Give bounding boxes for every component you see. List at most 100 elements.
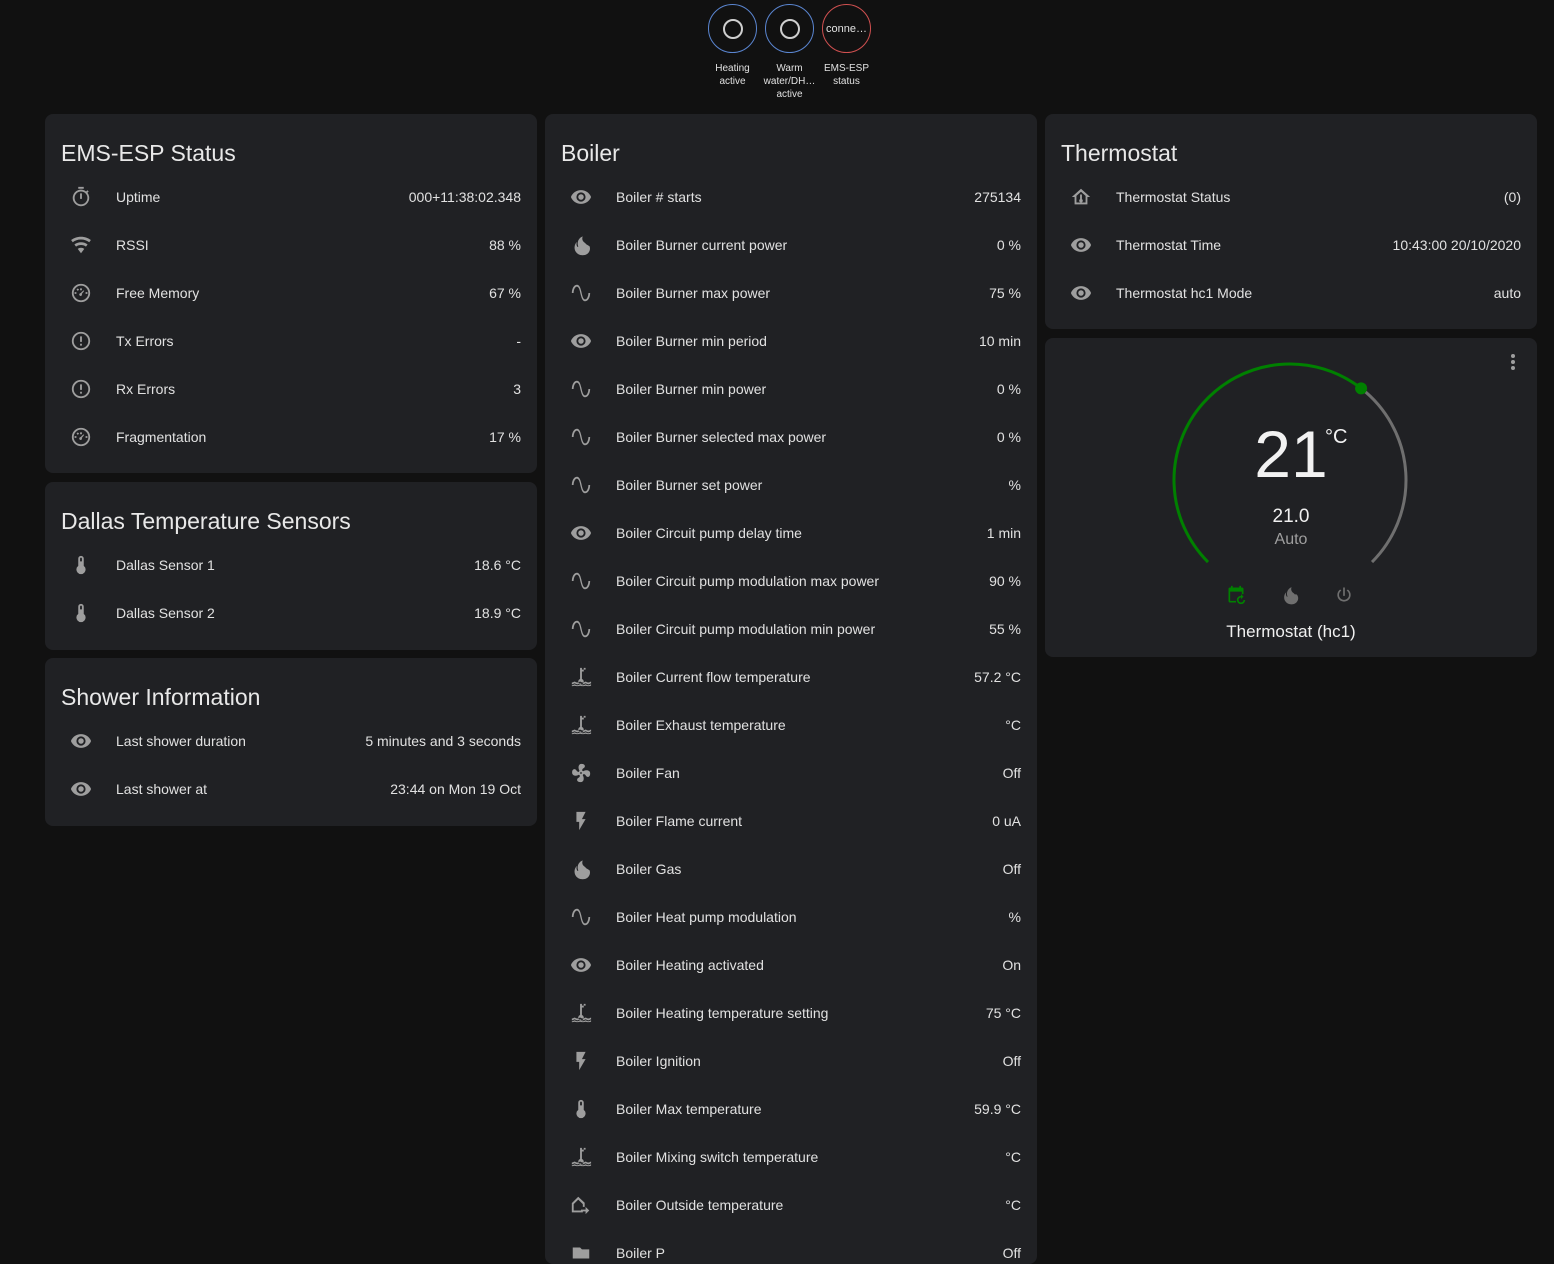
- entity-name: Free Memory: [116, 285, 200, 301]
- entity-row[interactable]: Boiler Burner max power 75 %: [545, 269, 1037, 317]
- sine-icon: [569, 569, 593, 593]
- entity-row[interactable]: Boiler Burner selected max power 0 %: [545, 413, 1037, 461]
- entity-row[interactable]: Boiler Circuit pump modulation min power…: [545, 605, 1037, 653]
- entity-row[interactable]: Thermostat hc1 Mode auto: [1045, 269, 1537, 317]
- calendar-sync-icon[interactable]: [1226, 585, 1246, 605]
- water-thermometer-icon: [569, 665, 593, 689]
- badge-label: Warm water/DH… active: [763, 63, 816, 100]
- eye-icon: [69, 777, 93, 801]
- entity-name: Boiler # starts: [616, 189, 702, 205]
- entity-row[interactable]: Boiler Burner current power 0 %: [545, 221, 1037, 269]
- sine-icon: [569, 473, 593, 497]
- badge-bar: Heating active Warm water/DH… active con…: [708, 4, 871, 101]
- entity-value: 0 %: [996, 237, 1021, 253]
- home-outside-icon: [569, 1193, 593, 1217]
- fire-icon: [569, 857, 593, 881]
- fire-icon: [569, 233, 593, 257]
- entity-value: 88 %: [489, 237, 521, 253]
- entity-row[interactable]: RSSI 88 %: [45, 221, 537, 269]
- entity-row[interactable]: Rx Errors 3: [45, 365, 537, 413]
- entity-name: Boiler Mixing switch temperature: [616, 1149, 819, 1165]
- entity-row[interactable]: Boiler Max temperature 59.9 °C: [545, 1085, 1037, 1133]
- entity-value: 23:44 on Mon 19 Oct: [390, 781, 521, 797]
- entity-row[interactable]: Boiler Outside temperature °C: [545, 1181, 1037, 1229]
- card-title: Boiler: [561, 140, 620, 166]
- entity-name: Boiler Heating activated: [616, 957, 764, 973]
- entity-row[interactable]: Boiler Exhaust temperature °C: [545, 701, 1037, 749]
- entity-value: On: [1002, 957, 1021, 973]
- thermostat-name: Thermostat (hc1): [1226, 622, 1356, 641]
- eye-icon: [569, 953, 593, 977]
- entity-row[interactable]: Boiler Circuit pump delay time 1 min: [545, 509, 1037, 557]
- sine-icon: [569, 425, 593, 449]
- entity-value: 275134: [974, 189, 1021, 205]
- entity-row[interactable]: Free Memory 67 %: [45, 269, 537, 317]
- temperature-dial[interactable]: [1045, 338, 1537, 657]
- entity-name: Boiler Heat pump modulation: [616, 909, 797, 925]
- entity-row[interactable]: Boiler Heat pump modulation%: [545, 893, 1037, 941]
- fire-icon[interactable]: [1280, 585, 1300, 605]
- entity-name: Boiler Fan: [616, 765, 680, 781]
- more-options-icon[interactable]: [1511, 354, 1517, 372]
- entity-row[interactable]: Boiler Current flow temperature 57.2 °C: [545, 653, 1037, 701]
- entity-row[interactable]: Last shower at 23:44 on Mon 19 Oct: [45, 765, 537, 813]
- entity-row[interactable]: Last shower duration 5 minutes and 3 seco…: [45, 717, 537, 765]
- entity-value: 57.2 °C: [974, 669, 1021, 685]
- entity-name: Boiler Burner set power: [616, 477, 763, 493]
- ems-esp-status-card: EMS-ESP Status Uptime 000+11:38:02.348 RSSI…: [45, 114, 537, 473]
- entity-row[interactable]: Boiler Burner set power%: [545, 461, 1037, 509]
- entity-row[interactable]: Thermostat Time 10:43:00 20/10/2020: [1045, 221, 1537, 269]
- entity-row[interactable]: Boiler Ignition Off: [545, 1037, 1037, 1085]
- entity-row[interactable]: Boiler P Off: [545, 1229, 1037, 1264]
- sine-icon: [569, 377, 593, 401]
- entity-row[interactable]: Boiler Heating temperature setting 75 °C: [545, 989, 1037, 1037]
- entity-name: Boiler Burner min period: [616, 333, 767, 349]
- mode-buttons: [1226, 585, 1354, 605]
- dallas-sensors-card: Dallas Temperature Sensors Dallas Sensor …: [45, 482, 537, 650]
- entity-row[interactable]: Boiler Burner min power 0 %: [545, 365, 1037, 413]
- entity-name: Dallas Sensor 1: [116, 557, 215, 573]
- power-icon[interactable]: [1334, 585, 1354, 605]
- setpoint-handle[interactable]: [1355, 382, 1368, 395]
- entity-row[interactable]: Boiler Flame current 0 uA: [545, 797, 1037, 845]
- entity-value: 59.9 °C: [974, 1101, 1021, 1117]
- entity-row[interactable]: Fragmentation 17 %: [45, 413, 537, 461]
- entity-row[interactable]: Boiler Circuit pump modulation max power…: [545, 557, 1037, 605]
- card-title: EMS-ESP Status: [61, 140, 236, 166]
- entity-name: Thermostat Time: [1116, 237, 1222, 253]
- entity-row[interactable]: Thermostat Status (0): [1045, 173, 1537, 221]
- entity-row[interactable]: Boiler Mixing switch temperature °C: [545, 1133, 1037, 1181]
- gauge-icon: [69, 425, 93, 449]
- entity-row[interactable]: Dallas Sensor 1 18.6 °C: [45, 541, 537, 589]
- entity-name: Boiler Circuit pump modulation max power: [616, 573, 879, 589]
- hvac-mode: Auto: [1274, 531, 1308, 548]
- thermometer-icon: [69, 553, 93, 577]
- entity-name: Boiler Outside temperature: [616, 1197, 784, 1213]
- entity-value: 90 %: [989, 573, 1021, 589]
- entity-row[interactable]: Boiler Gas Off: [545, 845, 1037, 893]
- water-thermometer-icon: [569, 713, 593, 737]
- badge-label: EMS-ESP status: [823, 63, 869, 87]
- badge-label: Heating active: [715, 63, 750, 87]
- eye-icon: [69, 729, 93, 753]
- entity-row[interactable]: Boiler Burner min period 10 min: [545, 317, 1037, 365]
- badge-circle: [708, 4, 757, 53]
- entity-name: Boiler Circuit pump delay time: [616, 525, 802, 541]
- entity-name: Dallas Sensor 2: [116, 605, 215, 621]
- water-thermometer-icon: [569, 1001, 593, 1025]
- thermostat-card: Thermostat Thermostat Status (0) Thermostat…: [1045, 114, 1537, 329]
- entity-name: Boiler Burner max power: [616, 285, 771, 301]
- badge-ems-esp-status[interactable]: conne… EMS-ESP status: [822, 4, 871, 101]
- entity-name: Thermostat Status: [1116, 189, 1231, 205]
- entity-name: Boiler Max temperature: [616, 1101, 762, 1117]
- badge-warm-water-active[interactable]: Warm water/DH… active: [764, 4, 815, 101]
- entity-row[interactable]: Boiler # starts 275134: [545, 173, 1037, 221]
- entity-row[interactable]: Boiler Fan Off: [545, 749, 1037, 797]
- gauge-icon: [69, 281, 93, 305]
- entity-row[interactable]: Tx Errors -: [45, 317, 537, 365]
- eye-icon: [569, 185, 593, 209]
- entity-row[interactable]: Dallas Sensor 2 18.9 °C: [45, 589, 537, 637]
- entity-row[interactable]: Uptime 000+11:38:02.348: [45, 173, 537, 221]
- entity-row[interactable]: Boiler Heating activated On: [545, 941, 1037, 989]
- badge-heating-active[interactable]: Heating active: [708, 4, 757, 101]
